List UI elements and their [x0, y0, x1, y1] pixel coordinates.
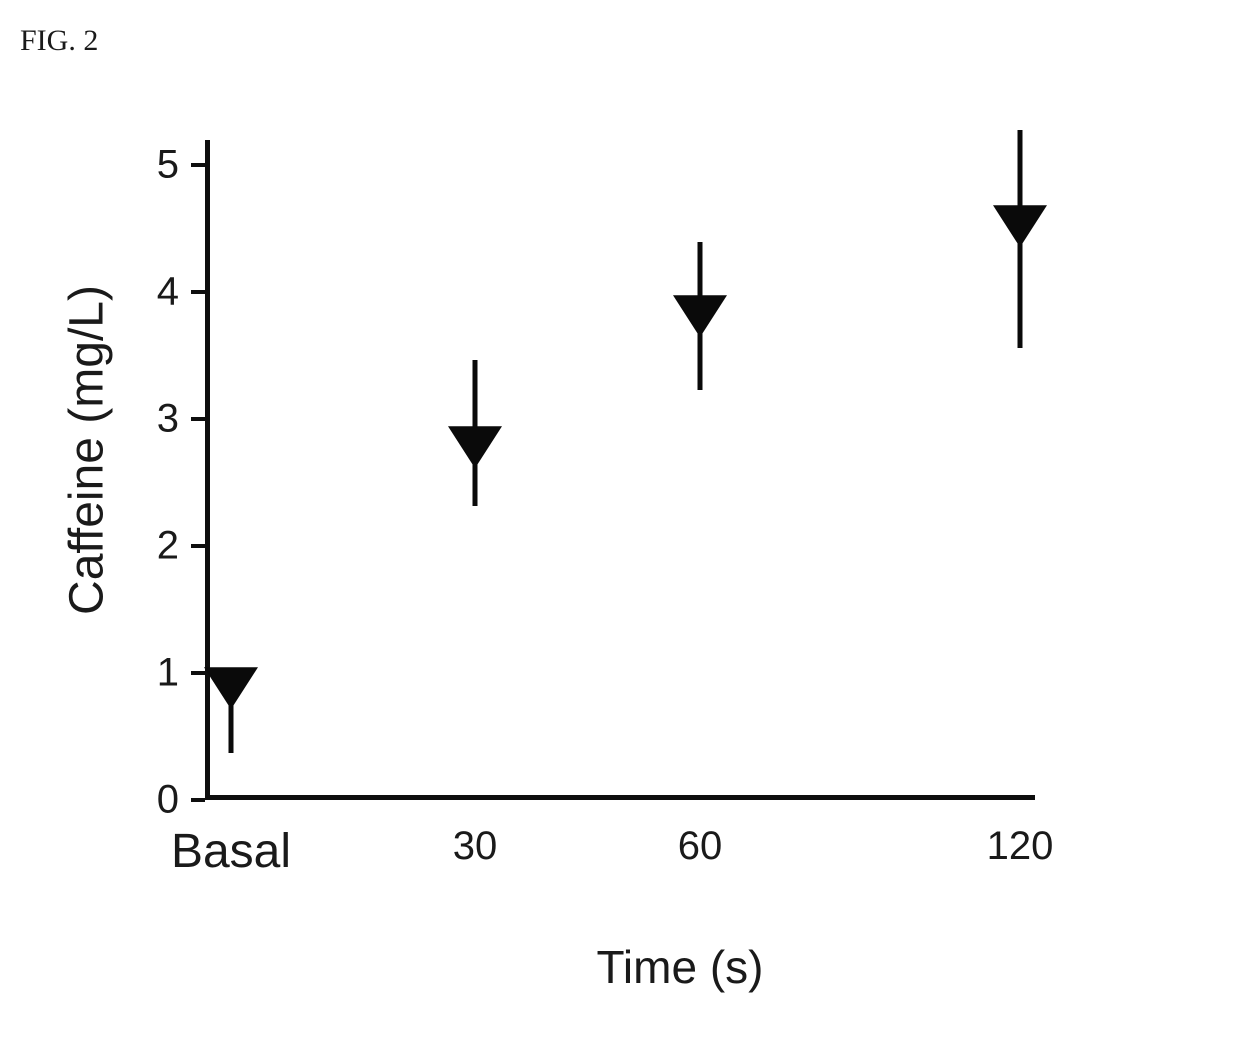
x-tick-label: 30 [453, 824, 498, 869]
y-tick [191, 671, 205, 675]
y-tick [191, 290, 205, 294]
y-tick [191, 163, 205, 167]
plot-area: 012345Basal3060120 [205, 140, 1035, 800]
triangle-down-icon [673, 296, 727, 341]
y-tick-label: 1 [157, 651, 179, 696]
y-axis-title: Caffeine (mg/L) [60, 285, 115, 615]
x-tick-label: 60 [678, 824, 723, 869]
x-axis-title: Time (s) [597, 940, 764, 994]
figure-label: FIG. 2 [20, 24, 98, 58]
triangle-down-icon [448, 426, 502, 471]
y-tick-label: 4 [157, 270, 179, 315]
y-tick [191, 798, 205, 802]
triangle-down-icon [993, 205, 1047, 250]
y-tick-label: 3 [157, 397, 179, 442]
y-tick-label: 2 [157, 524, 179, 569]
x-tick-label: 120 [987, 824, 1054, 869]
triangle-down-icon [204, 667, 258, 712]
page: FIG. 2 012345Basal3060120 Caffeine (mg/L… [0, 0, 1240, 1060]
x-tick-label: Basal [171, 824, 291, 879]
x-axis-line [205, 795, 1035, 800]
y-tick-label: 5 [157, 143, 179, 188]
y-tick [191, 417, 205, 421]
y-tick-label: 0 [157, 778, 179, 823]
y-tick [191, 544, 205, 548]
